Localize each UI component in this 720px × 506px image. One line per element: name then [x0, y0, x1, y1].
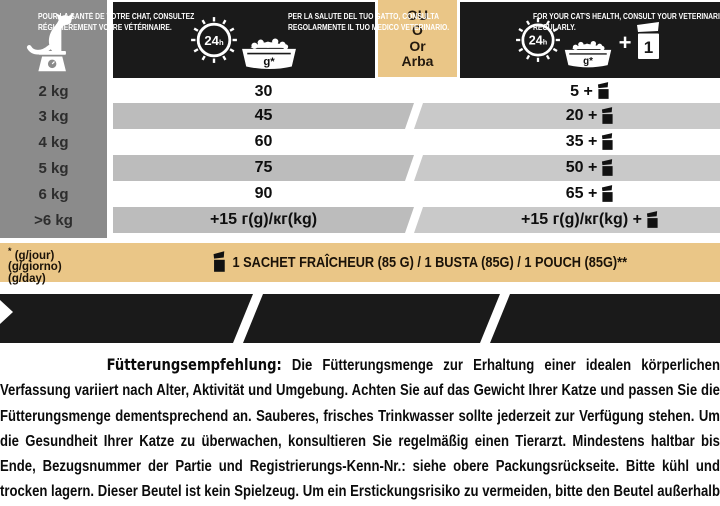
dry-amount-cell: +15 г(g)/кг(kg)	[209, 211, 318, 228]
food-bowl-icon: g*	[564, 40, 611, 67]
row-stripe	[414, 103, 720, 129]
weight-cell: 3 kg	[38, 107, 69, 125]
mixed-amount-cell: 35 +	[465, 129, 715, 155]
vet-note-box-fr	[0, 294, 253, 343]
svg-text:g*: g*	[263, 56, 275, 68]
row-stripe	[414, 207, 720, 233]
svg-text:1: 1	[644, 38, 653, 57]
table-row: 5 kg 75 50 +	[0, 155, 720, 181]
footnote-bar: * (g/jour) (g/giorno) (g/day) 1 SACHET F…	[0, 243, 720, 285]
row-stripe	[414, 155, 720, 181]
pouch-icon	[602, 132, 613, 150]
weight-cell: 2 kg	[38, 83, 69, 100]
clock-24h-icon: 24h	[191, 17, 237, 63]
feeding-recommendation-text: Fütterungsempfehlung: Die Fütterungsmeng…	[0, 355, 720, 501]
pouch-note: 1 SACHET FRAÎCHEUR (85 G) / 1 BUSTA (85G…	[165, 243, 675, 282]
mixed-feeding-header: 24h g* + 1	[460, 2, 720, 78]
row-stripe	[113, 155, 414, 181]
pouch-icon	[646, 210, 658, 228]
vet-note-it: PER LA SALUTE DEL TUO GATTO, CONSULTA RE…	[288, 12, 450, 32]
svg-text:24h: 24h	[528, 34, 546, 48]
pouch-icon	[602, 106, 613, 124]
vet-note-fr: POUR LA SANTÉ DE VOTRE CHAT, CONSULTEZ R…	[38, 12, 195, 32]
dry-food-header: 24h g*	[113, 2, 375, 78]
vet-note-box-en	[490, 294, 720, 343]
fold-arrow-icon	[0, 300, 13, 324]
food-bowl-icon: g*	[242, 38, 296, 70]
cat-on-scale-icon	[0, 4, 107, 76]
table-row: 6 kg 90 65 +	[0, 181, 720, 207]
mixed-amount-cell: +15 г(g)/кг(kg) +	[465, 207, 715, 233]
row-stripe	[113, 207, 414, 233]
table-row: >6 kg +15 г(g)/кг(kg) +15 г(g)/кг(kg) +	[0, 207, 720, 233]
table-row: 3 kg 45 20 +	[0, 103, 720, 129]
pouch-icon	[213, 251, 226, 272]
mixed-amount-cell: 20 +	[465, 103, 715, 129]
dry-amount-cell: 30	[254, 82, 273, 100]
pouch-icon	[602, 158, 613, 176]
vet-note-box-it	[243, 294, 500, 343]
pouch-icon: 1	[637, 22, 660, 59]
or-language-column: OU O Or Arba	[378, 0, 457, 77]
table-row: 4 kg 60 35 +	[0, 129, 720, 155]
mixed-amount-cell: 50 +	[465, 155, 715, 181]
weight-cell: 5 kg	[38, 159, 69, 177]
vet-note-en: FOR YOUR CAT'S HEALTH, CONSULT YOUR VETE…	[533, 12, 720, 32]
svg-text:g*: g*	[583, 55, 593, 66]
weight-cell: >6 kg	[34, 211, 73, 229]
plus-sign: +	[618, 30, 632, 55]
clock-24h-icon: 24h	[515, 18, 560, 62]
dry-amount-cell: 60	[254, 133, 273, 150]
weight-cell: 4 kg	[38, 133, 69, 151]
dry-amount-cell: 75	[254, 159, 273, 176]
pouch-icon	[597, 82, 609, 99]
mixed-amount-cell: 65 +	[465, 181, 715, 207]
dry-amount-cell: 90	[254, 185, 273, 202]
table-row: 2 kg 30 5 +	[0, 80, 720, 103]
svg-text:24h: 24h	[204, 33, 224, 48]
dry-amount-cell: 45	[254, 107, 273, 124]
mixed-amount-cell: 5 +	[465, 80, 715, 103]
feeding-recommendation-lead: Fütterungsempfehlung:	[106, 355, 282, 374]
pouch-icon	[602, 184, 613, 202]
unit-legend: * (g/jour) (g/giorno) (g/day)	[8, 246, 62, 285]
row-stripe	[113, 103, 414, 129]
weight-cell: 6 kg	[38, 185, 69, 203]
